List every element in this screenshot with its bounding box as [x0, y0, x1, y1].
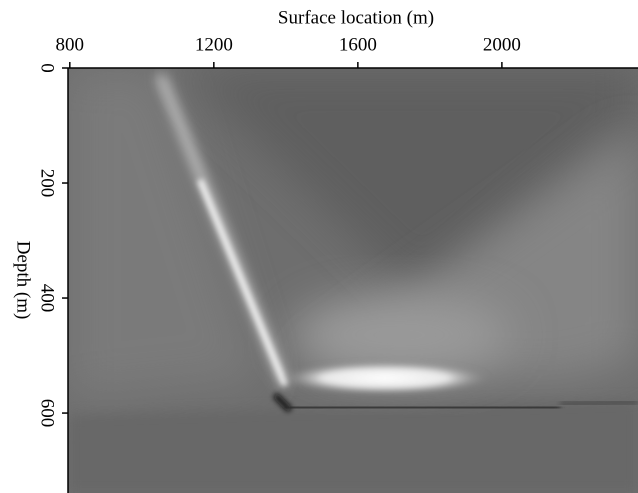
x-tick-label: 1200: [195, 34, 233, 55]
seismic-image: [68, 68, 638, 493]
x-axis-label: Surface location (m): [278, 7, 434, 28]
x-tick-label: 800: [56, 34, 85, 55]
y-tick-label: 0: [37, 63, 58, 73]
x-tick-label: 1600: [339, 34, 377, 55]
y-tick-label: 400: [37, 284, 58, 313]
y-axis-label: Depth (m): [13, 241, 34, 320]
y-tick-label: 600: [37, 399, 58, 428]
x-tick-label: 2000: [483, 34, 521, 55]
y-tick-label: 200: [37, 169, 58, 198]
chart: Surface location (m) Depth (m) 800 1200 16…: [0, 0, 638, 493]
